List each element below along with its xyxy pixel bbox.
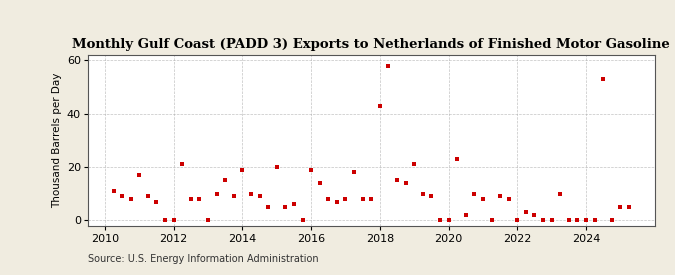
Point — [263, 205, 273, 209]
Point — [443, 218, 454, 222]
Title: Monthly Gulf Coast (PADD 3) Exports to Netherlands of Finished Motor Gasoline: Monthly Gulf Coast (PADD 3) Exports to N… — [72, 38, 670, 51]
Y-axis label: Thousand Barrels per Day: Thousand Barrels per Day — [53, 73, 63, 208]
Point — [417, 191, 428, 196]
Point — [495, 194, 506, 198]
Point — [392, 178, 402, 182]
Point — [426, 194, 437, 198]
Point — [400, 181, 411, 185]
Point — [520, 210, 531, 214]
Point — [469, 191, 480, 196]
Point — [288, 202, 299, 206]
Point — [504, 197, 514, 201]
Point — [108, 189, 119, 193]
Point — [375, 103, 385, 108]
Point — [202, 218, 213, 222]
Point — [606, 218, 617, 222]
Point — [315, 181, 325, 185]
Point — [177, 162, 188, 166]
Point — [194, 197, 205, 201]
Point — [572, 218, 583, 222]
Point — [340, 197, 351, 201]
Point — [126, 197, 136, 201]
Point — [237, 167, 248, 172]
Point — [271, 165, 282, 169]
Point — [409, 162, 420, 166]
Point — [151, 199, 162, 204]
Point — [477, 197, 488, 201]
Point — [357, 197, 368, 201]
Point — [512, 218, 522, 222]
Point — [435, 218, 446, 222]
Point — [589, 218, 600, 222]
Point — [186, 197, 196, 201]
Point — [297, 218, 308, 222]
Point — [555, 191, 566, 196]
Point — [383, 64, 394, 68]
Point — [538, 218, 549, 222]
Point — [306, 167, 317, 172]
Point — [452, 157, 462, 161]
Point — [486, 218, 497, 222]
Point — [349, 170, 360, 174]
Point — [366, 197, 377, 201]
Point — [615, 205, 626, 209]
Point — [228, 194, 239, 198]
Point — [220, 178, 231, 182]
Point — [117, 194, 128, 198]
Point — [134, 173, 144, 177]
Point — [280, 205, 291, 209]
Text: Source: U.S. Energy Information Administration: Source: U.S. Energy Information Administ… — [88, 254, 319, 264]
Point — [529, 213, 540, 217]
Point — [211, 191, 222, 196]
Point — [546, 218, 557, 222]
Point — [168, 218, 179, 222]
Point — [254, 194, 265, 198]
Point — [323, 197, 333, 201]
Point — [142, 194, 153, 198]
Point — [598, 77, 609, 81]
Point — [460, 213, 471, 217]
Point — [580, 218, 591, 222]
Point — [331, 199, 342, 204]
Point — [160, 218, 171, 222]
Point — [246, 191, 256, 196]
Point — [564, 218, 574, 222]
Point — [624, 205, 634, 209]
